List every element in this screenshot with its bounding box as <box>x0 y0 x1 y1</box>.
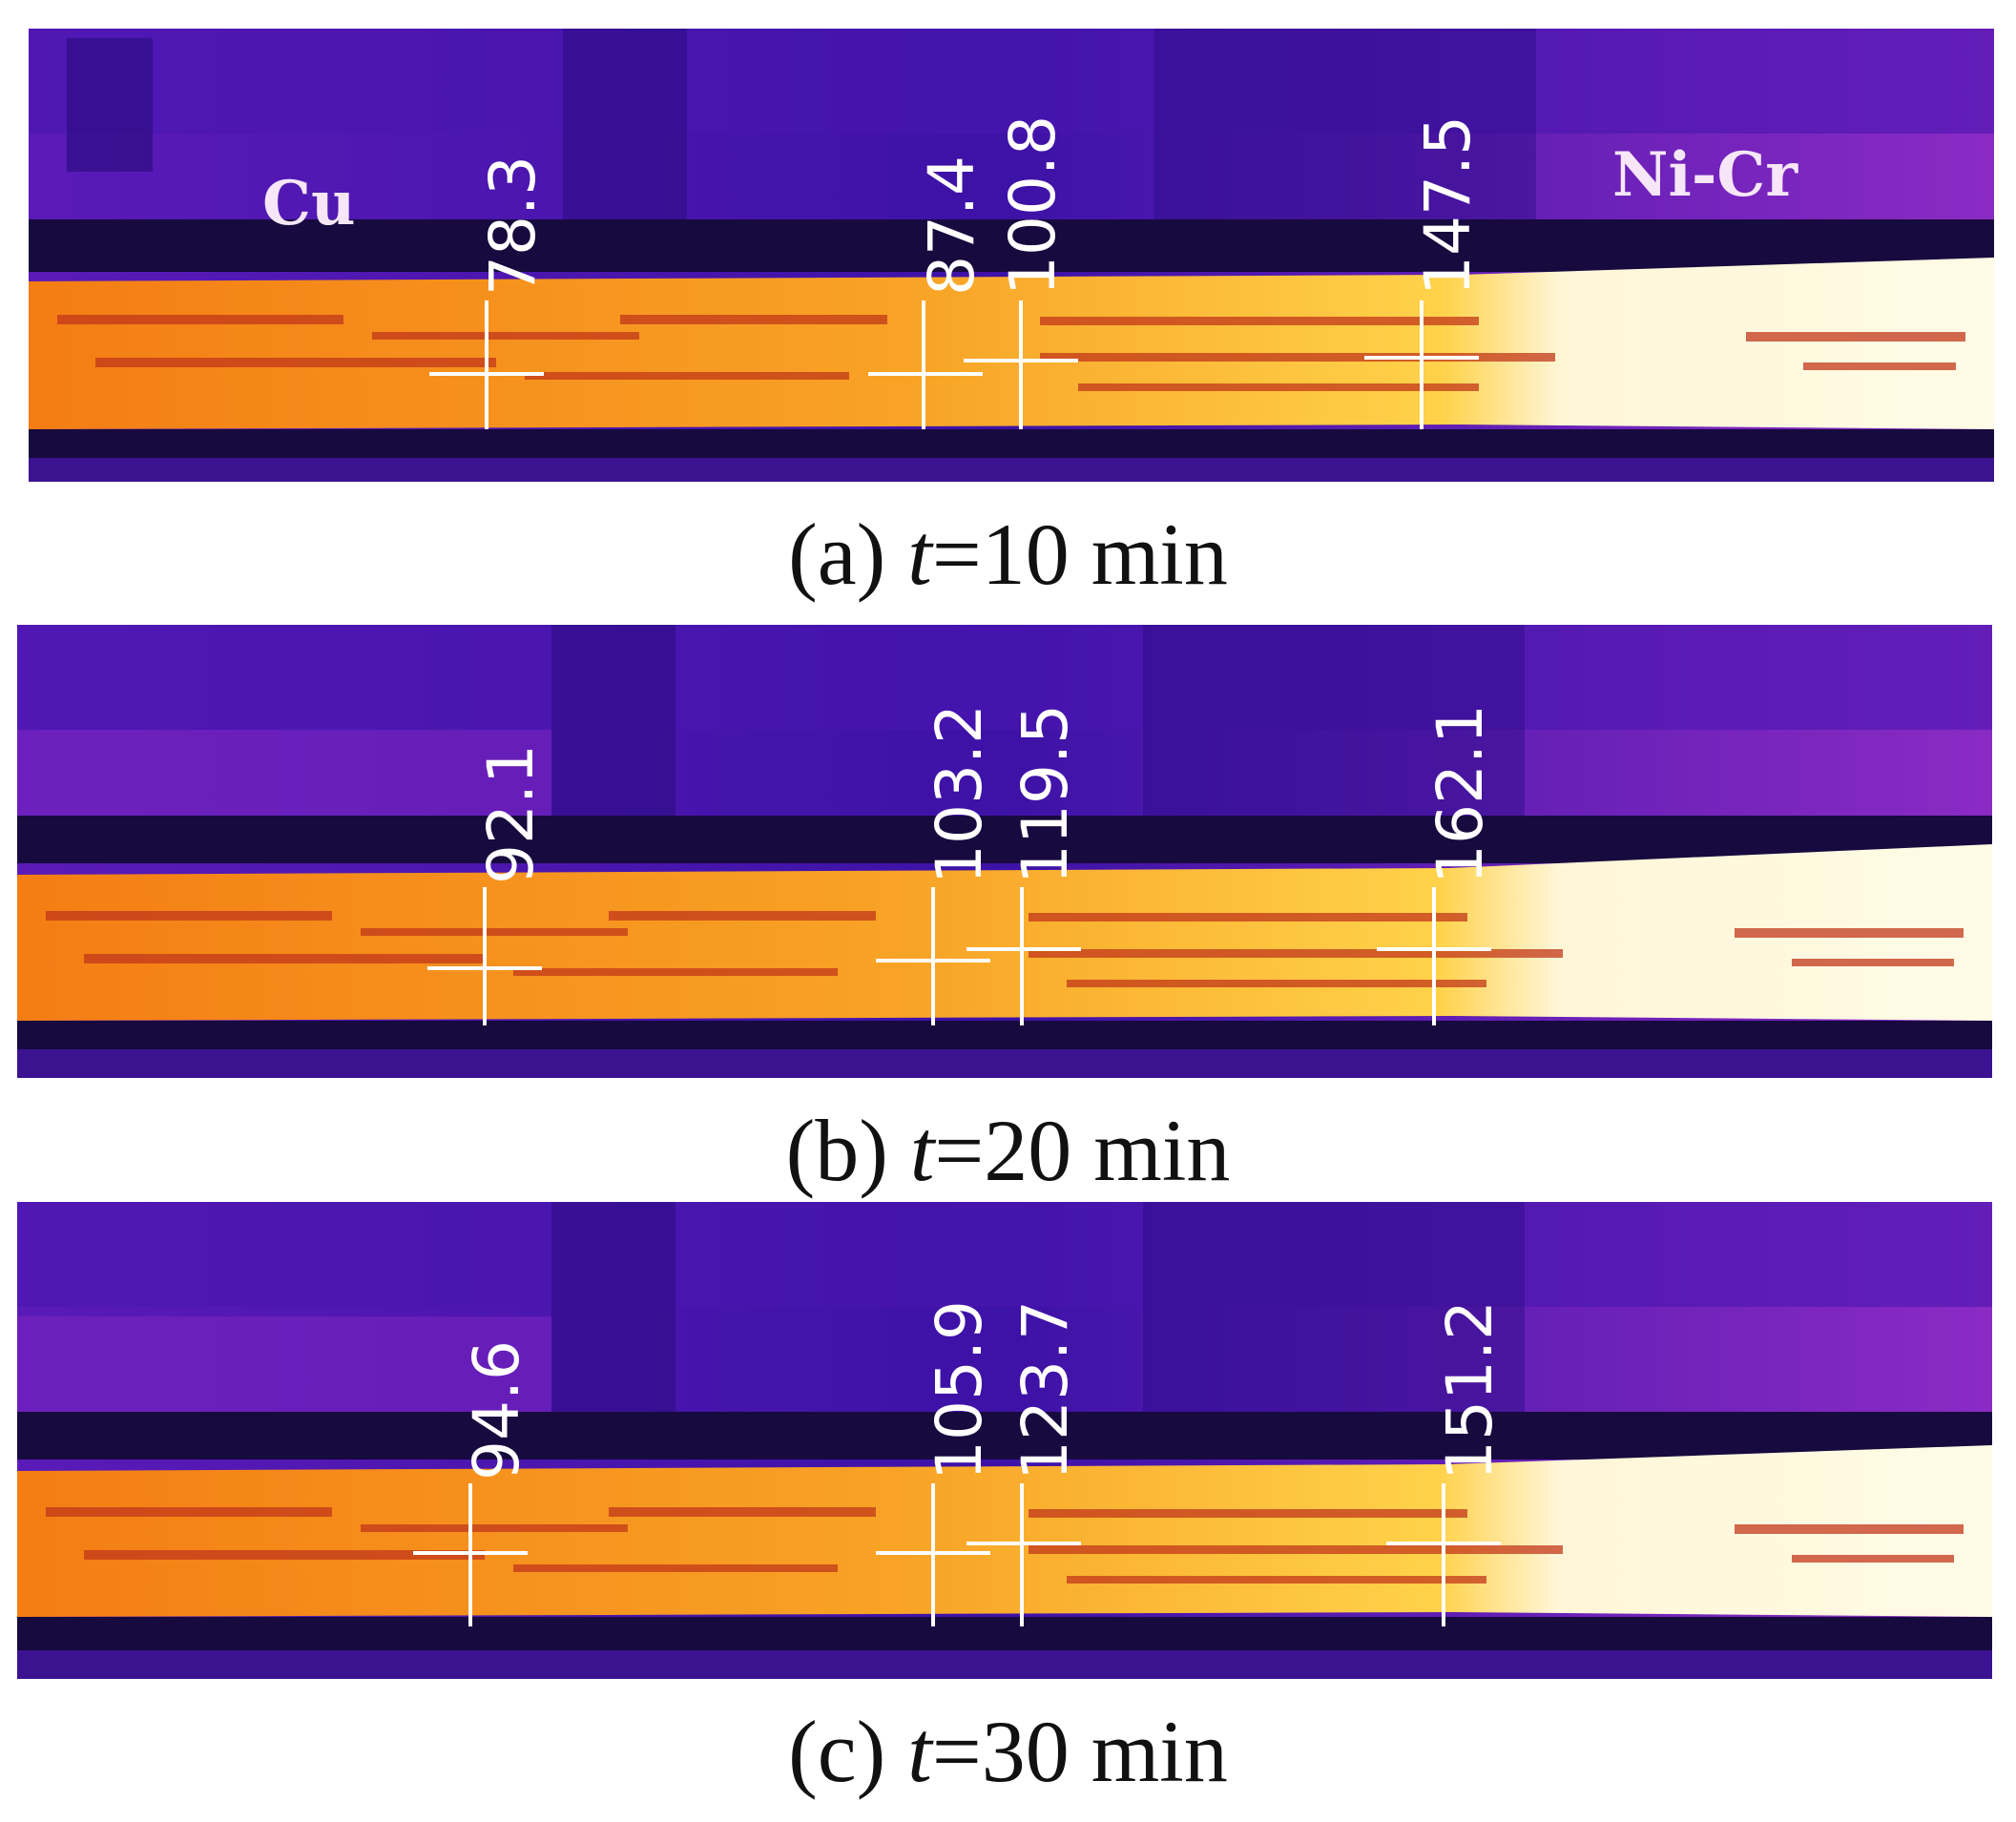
caption-variable: t <box>909 1102 935 1199</box>
temperature-reading: 147.5 <box>1411 115 1485 296</box>
thermal-image-b: 92.1 103.2 119.5 162.1 <box>17 625 1992 1078</box>
thermal-image-a: Cu Ni-Cr 78.3 87.4 100.8 147.5 <box>29 29 1994 482</box>
caption-c: (c) t=30 min <box>0 1708 2016 1795</box>
caption-variable: t <box>907 1703 932 1800</box>
thermal-image-c-graphic: 94.6 105.9 123.7 151.2 <box>17 1202 1992 1679</box>
caption-variable: t <box>907 506 932 603</box>
temperature-reading: 105.9 <box>923 1300 996 1480</box>
temperature-reading: 100.8 <box>996 115 1070 296</box>
caption-prefix: (c) <box>788 1703 886 1800</box>
temperature-reading: 123.7 <box>1008 1300 1082 1480</box>
temperature-reading: 94.6 <box>460 1340 533 1480</box>
material-label-cu: Cu <box>262 168 355 239</box>
temperature-reading: 87.4 <box>915 155 988 296</box>
caption-prefix: (a) <box>788 506 886 603</box>
material-label-ni-cr: Ni-Cr <box>1612 139 1798 211</box>
thermal-image-a-graphic: Cu Ni-Cr 78.3 87.4 100.8 147.5 <box>29 29 1994 482</box>
thermal-image-b-graphic: 92.1 103.2 119.5 162.1 <box>17 625 1992 1078</box>
caption-value: =30 min <box>931 1703 1228 1800</box>
caption-value: =10 min <box>931 506 1228 603</box>
temperature-reading: 92.1 <box>474 744 548 884</box>
thermal-image-c: 94.6 105.9 123.7 151.2 <box>17 1202 1992 1679</box>
caption-a: (a) t=10 min <box>0 510 2016 598</box>
caption-prefix: (b) <box>785 1102 888 1199</box>
temperature-reading: 103.2 <box>923 704 996 884</box>
caption-b: (b) t=20 min <box>0 1107 2016 1194</box>
temperature-reading: 119.5 <box>1008 704 1082 884</box>
caption-value: =20 min <box>934 1102 1231 1199</box>
temperature-reading: 162.1 <box>1424 704 1497 884</box>
temperature-reading: 151.2 <box>1433 1300 1507 1480</box>
temperature-reading: 78.3 <box>476 155 550 296</box>
